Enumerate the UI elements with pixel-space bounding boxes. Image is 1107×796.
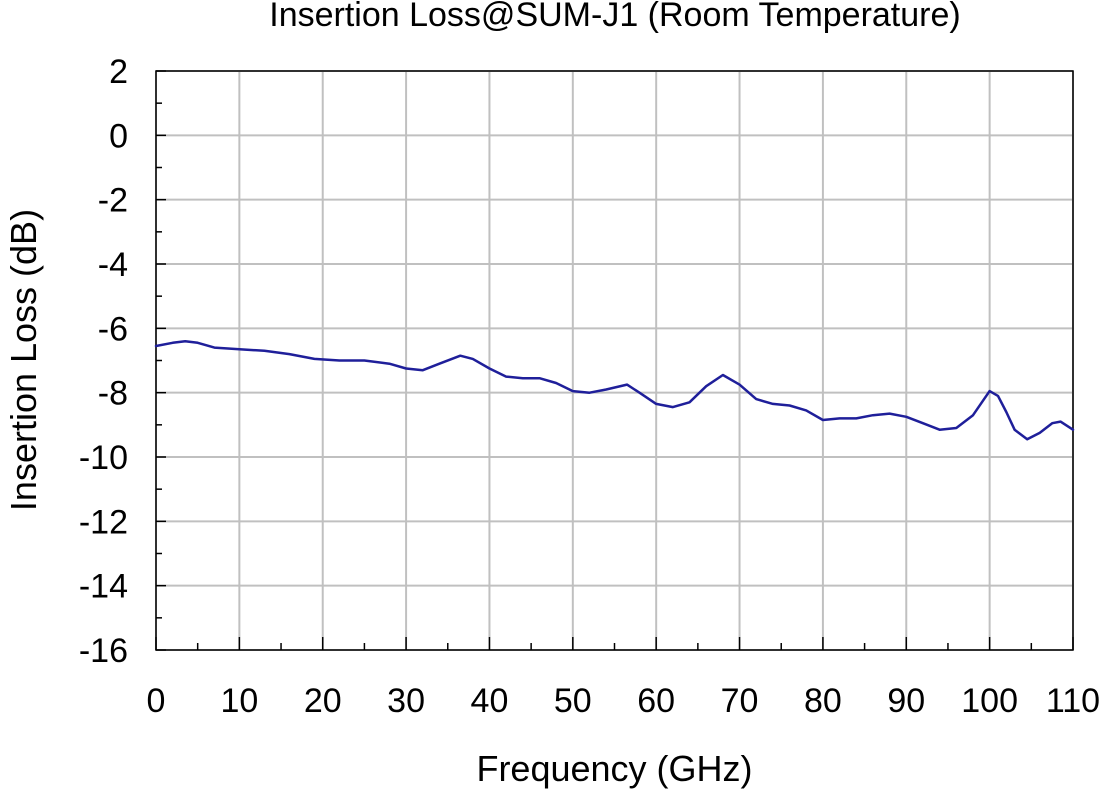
- x-tick-label: 0: [147, 682, 166, 720]
- x-tick-label: 90: [887, 682, 925, 720]
- chart-title: Insertion Loss@SUM-J1 (Room Temperature): [269, 0, 961, 34]
- y-tick-label: -10: [79, 439, 128, 477]
- series-layer: [154, 339, 1075, 441]
- x-tick-label: 10: [220, 682, 258, 720]
- y-tick-label: -4: [98, 246, 128, 284]
- y-tick-label: -14: [79, 568, 128, 606]
- x-axis-label: Frequency (GHz): [476, 748, 753, 789]
- y-tick-label: -6: [98, 310, 128, 348]
- axis-ticks: [155, 70, 1074, 651]
- grid-lines: [155, 70, 1074, 651]
- y-axis-label: Insertion Loss (dB): [3, 208, 44, 512]
- y-tick-label: -12: [79, 503, 128, 541]
- x-tick-label: 70: [721, 682, 759, 720]
- x-tick-label: 100: [961, 682, 1018, 720]
- series-line: [154, 339, 1075, 441]
- y-tick-label: -2: [98, 182, 128, 220]
- plot-frame: [155, 70, 1074, 651]
- x-tick-labels: 0 10 20 30 40 50 60 70 80 90 100 110: [147, 682, 1101, 720]
- x-tick-label: 40: [471, 682, 509, 720]
- y-tick-label: 0: [109, 117, 128, 155]
- x-tick-label: 20: [304, 682, 342, 720]
- x-tick-label: 30: [387, 682, 425, 720]
- x-tick-label: 110: [1046, 682, 1100, 720]
- y-tick-label: -8: [98, 375, 128, 413]
- x-tick-label: 50: [554, 682, 592, 720]
- x-tick-label: 60: [637, 682, 675, 720]
- y-tick-label: 2: [109, 53, 128, 91]
- x-tick-label: 80: [804, 682, 842, 720]
- y-tick-labels: 2 0 -2 -4 -6 -8 -10 -12 -14 -16: [79, 53, 128, 670]
- y-tick-label: -16: [79, 632, 128, 670]
